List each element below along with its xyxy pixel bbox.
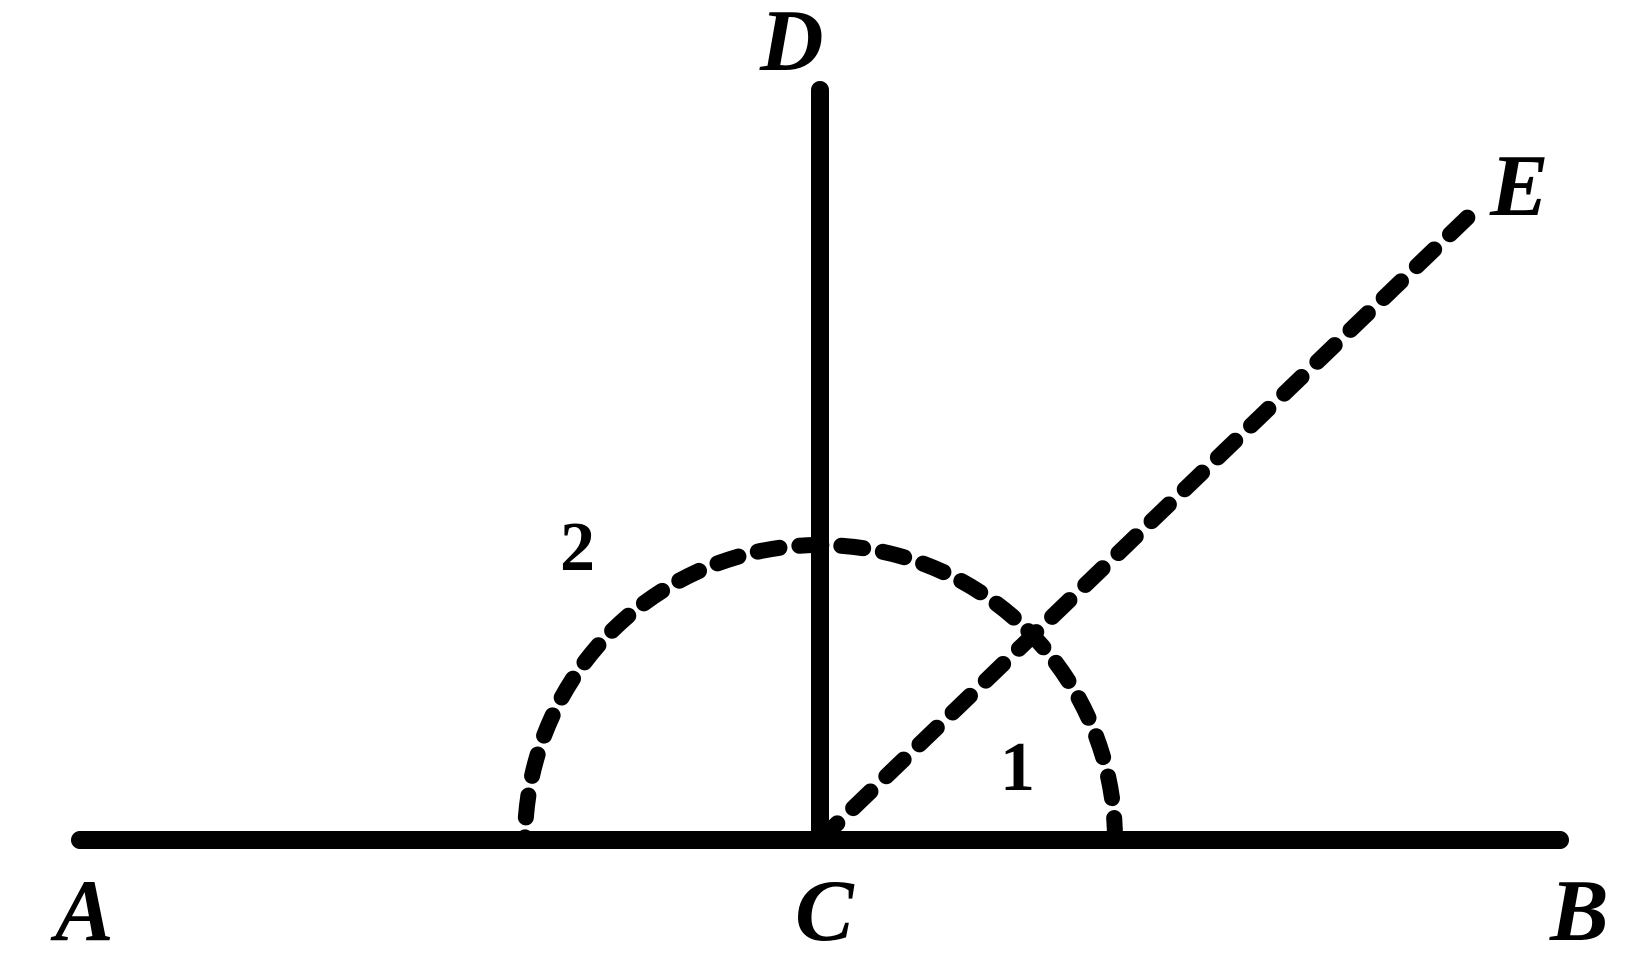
label-e: E bbox=[1489, 138, 1549, 235]
label-c: C bbox=[795, 863, 855, 960]
label-b: B bbox=[1549, 863, 1609, 960]
label-a: A bbox=[50, 863, 114, 960]
angle-label-1: 1 bbox=[1000, 729, 1035, 806]
segment-ce bbox=[820, 215, 1470, 840]
label-d: D bbox=[759, 0, 824, 90]
angle-label-2: 2 bbox=[560, 509, 595, 586]
